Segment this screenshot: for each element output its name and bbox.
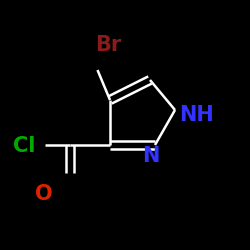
Text: N: N bbox=[142, 146, 160, 166]
Text: O: O bbox=[35, 184, 52, 204]
Text: Br: Br bbox=[95, 35, 121, 55]
Text: NH: NH bbox=[179, 105, 214, 125]
Text: Cl: Cl bbox=[12, 136, 35, 156]
